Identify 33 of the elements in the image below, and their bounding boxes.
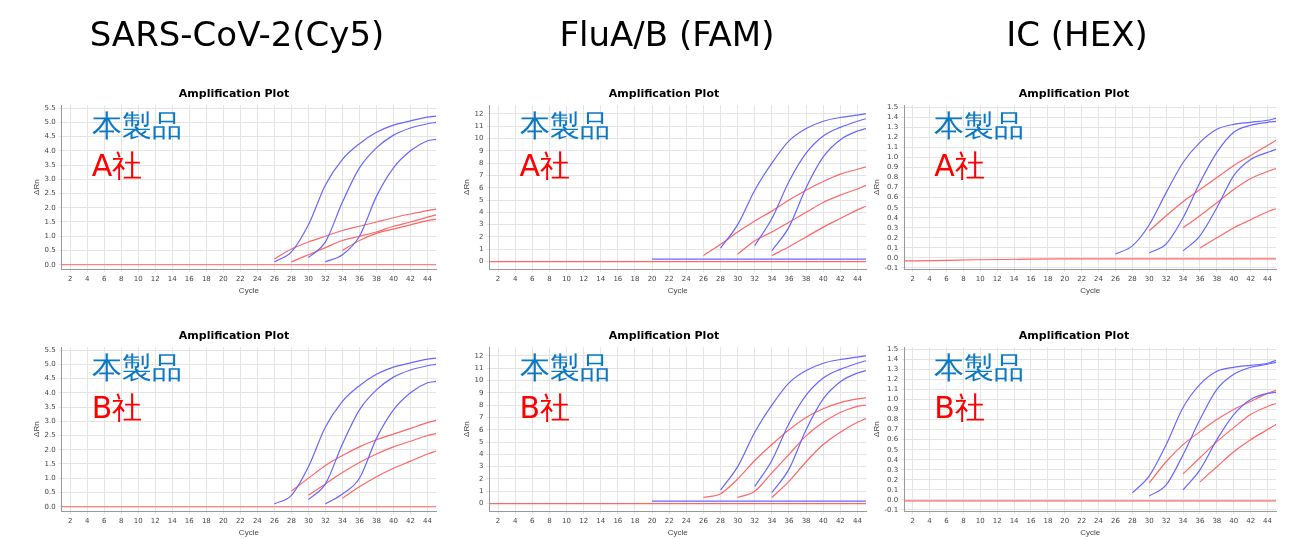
annotation: B社 [519, 390, 571, 425]
x-axis-title: Cycle [238, 528, 260, 538]
annotation: B社 [91, 390, 143, 425]
chart-title: Amplification Plot [1018, 87, 1130, 101]
chart-title: Amplification Plot [608, 329, 720, 343]
annotation: B社 [934, 390, 985, 425]
annotation: 本製品 [519, 108, 610, 143]
x-axis-title: Cycle [1080, 286, 1101, 296]
y-axis-title: ΔRn [32, 179, 41, 195]
annotation: A社 [934, 148, 985, 183]
annotation: A社 [91, 148, 143, 183]
annotation: 本製品 [934, 108, 1025, 143]
chart-title: Amplification Plot [608, 87, 720, 101]
annotation: 本製品 [91, 350, 182, 385]
chart-subtitle: FluA/B (FAM) [558, 14, 776, 54]
annotation: A社 [519, 148, 571, 183]
y-axis-title: ΔRn [872, 179, 881, 195]
annotation: 本製品 [91, 108, 182, 143]
x-axis-title: Cycle [667, 528, 689, 538]
y-axis-title: ΔRn [32, 421, 41, 437]
annotation: 本製品 [934, 350, 1025, 385]
y-axis-title: ΔRn [462, 421, 471, 437]
chart-subtitle: SARS-CoV-2(Cy5) [88, 14, 386, 54]
chart-title: Amplification Plot [178, 329, 290, 343]
chart-subtitle: IC (HEX) [1005, 14, 1149, 54]
x-axis-title: Cycle [1080, 528, 1101, 538]
x-axis-title: Cycle [667, 286, 689, 296]
annotation: 本製品 [519, 350, 610, 385]
chart-title: Amplification Plot [1018, 329, 1130, 343]
y-axis-title: ΔRn [462, 179, 471, 195]
y-axis-title: ΔRn [872, 421, 881, 437]
x-axis-title: Cycle [238, 286, 260, 296]
chart-title: Amplification Plot [178, 87, 290, 101]
